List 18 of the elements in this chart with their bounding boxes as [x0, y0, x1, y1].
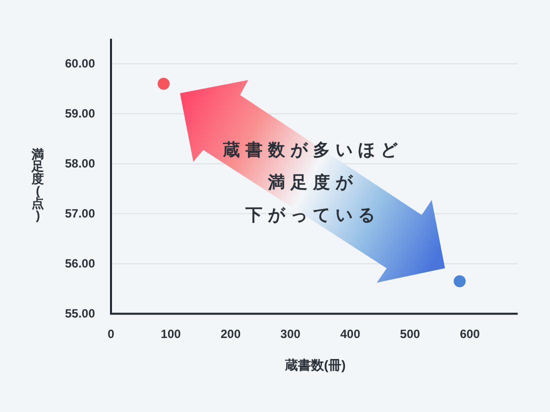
annotation: 満足度が: [267, 173, 358, 192]
y-tick-label: 58.00: [64, 156, 96, 171]
x-tick-label: 200: [220, 327, 241, 341]
x-tick-label: 600: [460, 327, 480, 341]
x-tick-label: 0: [108, 327, 115, 341]
y-axis-title: 満足度(点): [30, 148, 44, 222]
x-tick-label: 300: [280, 327, 301, 341]
y-tick-label: 60.00: [64, 56, 96, 71]
x-tick-label: 500: [400, 327, 420, 341]
y-tick-label: 55.00: [64, 306, 96, 321]
y-tick-label: 56.00: [64, 256, 96, 271]
y-tick-label: 59.00: [64, 106, 96, 121]
annotation: 蔵書数が多いほど: [222, 140, 403, 160]
x-tick-label: 100: [160, 327, 182, 341]
x-axis-title: 蔵書数(冊): [284, 358, 346, 372]
y-tick-label: 57.00: [64, 206, 96, 221]
annotation: 下がっている: [244, 206, 380, 224]
x-tick-label: 400: [340, 327, 361, 341]
